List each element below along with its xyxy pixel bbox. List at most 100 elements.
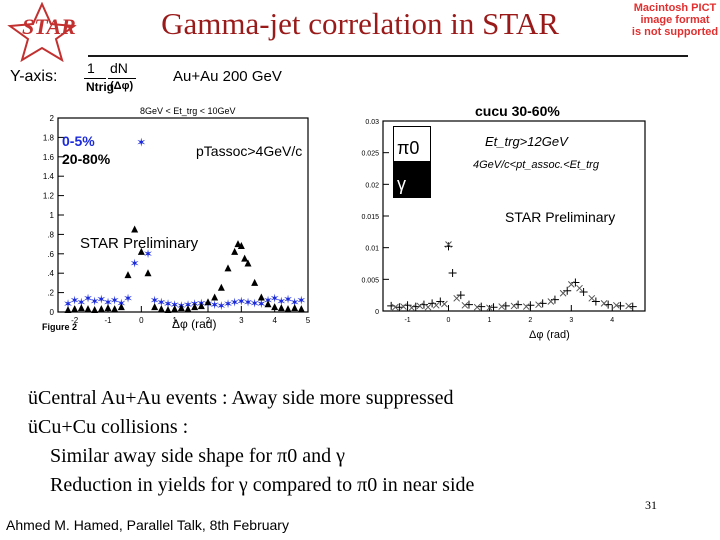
data-point-triangle: [264, 300, 272, 308]
data-point-x: [559, 289, 567, 297]
star-logo-icon: [7, 2, 77, 62]
data-point-triangle: [217, 283, 225, 291]
left-chart-header: 8GeV < Et_trg < 10GeV: [140, 106, 236, 116]
data-point-triangle: [237, 242, 245, 250]
data-point-triangle: [111, 305, 119, 313]
x-tick-label: 2: [528, 317, 532, 324]
pict-notice-line-3: is not supported: [631, 26, 719, 38]
data-point-x: [445, 241, 452, 248]
y-tick-label: 0.01: [365, 246, 379, 253]
data-point-triangle: [71, 305, 79, 313]
yaxis-dphi: (Δφ): [110, 80, 134, 92]
yaxis-dn: dN: [110, 60, 128, 76]
slide-title: Gamma-jet correlation in STAR: [161, 6, 559, 41]
data-point-star: ✶: [103, 295, 113, 309]
system-label: Au+Au 200 GeV: [173, 68, 282, 85]
y-tick-label: 0.02: [365, 182, 379, 189]
data-point-triangle: [124, 271, 132, 279]
right-legend-gamma: γ: [397, 174, 406, 194]
x-tick-label: 4: [272, 316, 277, 325]
data-point-triangle: [244, 259, 252, 267]
data-point-triangle: [144, 269, 152, 277]
data-point-star: ✶: [136, 135, 146, 149]
y-tick-label: 1.2: [43, 192, 55, 201]
data-point-x: [441, 300, 448, 308]
data-point-triangle: [277, 304, 285, 312]
data-point-x: [391, 303, 399, 311]
data-point-cross: [436, 297, 445, 306]
right-annotation-1: Et_trg>12GeV: [485, 134, 569, 149]
data-point-triangle: [151, 303, 159, 311]
data-point-triangle: [231, 247, 239, 255]
data-point-triangle: [211, 293, 219, 301]
data-point-star: ✶: [243, 295, 253, 309]
data-point-cross: [448, 269, 457, 277]
data-point-cross: [395, 303, 404, 312]
data-point-x: [600, 300, 608, 307]
data-point-cross: [616, 301, 625, 310]
x-tick-label: 0: [139, 316, 144, 325]
data-point-x: [535, 301, 542, 309]
data-point-star: ✶: [110, 293, 120, 307]
right-legend-pi0: π0: [397, 138, 419, 158]
data-point-star: ✶: [210, 298, 220, 312]
data-point-star: ✶: [236, 294, 246, 308]
bullet-list: üCentral Au+Au events : Away side more s…: [28, 384, 668, 500]
data-point-triangle: [117, 303, 125, 311]
data-point-star: ✶: [96, 292, 106, 306]
data-point-star: ✶: [250, 296, 260, 310]
y-tick-label: .2: [47, 289, 54, 298]
data-point-x: [424, 303, 432, 311]
data-point-star: ✶: [76, 295, 86, 309]
bullet-2: üCu+Cu collisions :: [28, 416, 189, 438]
data-point-x: [588, 294, 596, 302]
x-tick-label: 2: [206, 316, 211, 325]
data-point-triangle: [177, 304, 185, 312]
data-point-triangle: [204, 298, 212, 306]
data-point-triangle: [184, 305, 192, 313]
left-legend-0-5: 0-5%: [62, 133, 95, 149]
right-watermark: STAR Preliminary: [505, 209, 615, 225]
data-point-triangle: [284, 305, 292, 313]
data-point-star: ✶: [70, 293, 80, 307]
x-tick-label: 3: [569, 317, 573, 324]
bullet-4: Reduction in yields for γ compared to π0…: [50, 474, 475, 496]
data-point-triangle: [271, 303, 279, 311]
data-point-star: ✶: [216, 299, 226, 313]
right-legend-top: [394, 127, 430, 161]
pict-notice-line-2: image format: [640, 14, 710, 26]
data-point-x: [400, 303, 407, 310]
left-watermark: STAR Preliminary: [80, 235, 199, 252]
data-point-x: [576, 284, 583, 292]
data-point-cross: [456, 291, 465, 300]
data-point-star: ✶: [130, 257, 140, 271]
data-point-x: [461, 301, 469, 309]
data-point-star: ✶: [163, 297, 173, 311]
data-point-triangle: [164, 306, 172, 314]
y-tick-label: 0: [375, 309, 379, 316]
y-tick-label: 0.015: [361, 214, 379, 221]
bullet-3: Similar away side shape for π0 and γ: [50, 445, 345, 467]
data-point-cross: [477, 302, 486, 311]
left-legend-20-80: 20-80%: [62, 151, 111, 167]
data-point-x: [625, 302, 632, 310]
data-point-x: [522, 303, 530, 310]
y-tick-label: 0.005: [361, 277, 379, 284]
data-point-cross: [501, 301, 510, 310]
data-point-x: [510, 302, 518, 310]
data-point-x: [408, 304, 416, 312]
data-point-star: ✶: [63, 297, 73, 311]
data-point-triangle: [197, 302, 205, 310]
data-point-cross: [444, 242, 453, 251]
data-point-star: ✶: [230, 295, 240, 309]
data-point-cross: [563, 286, 572, 295]
data-point-x: [567, 281, 575, 288]
data-point-triangle: [137, 247, 145, 255]
x-tick-label: 4: [610, 317, 614, 324]
data-point-triangle: [241, 254, 249, 262]
right-chart-header: cucu 30-60%: [475, 103, 560, 119]
data-point-x: [486, 304, 493, 312]
data-point-star: ✶: [270, 291, 280, 305]
logo-text: STAR: [22, 14, 76, 39]
data-point-triangle: [91, 306, 99, 314]
